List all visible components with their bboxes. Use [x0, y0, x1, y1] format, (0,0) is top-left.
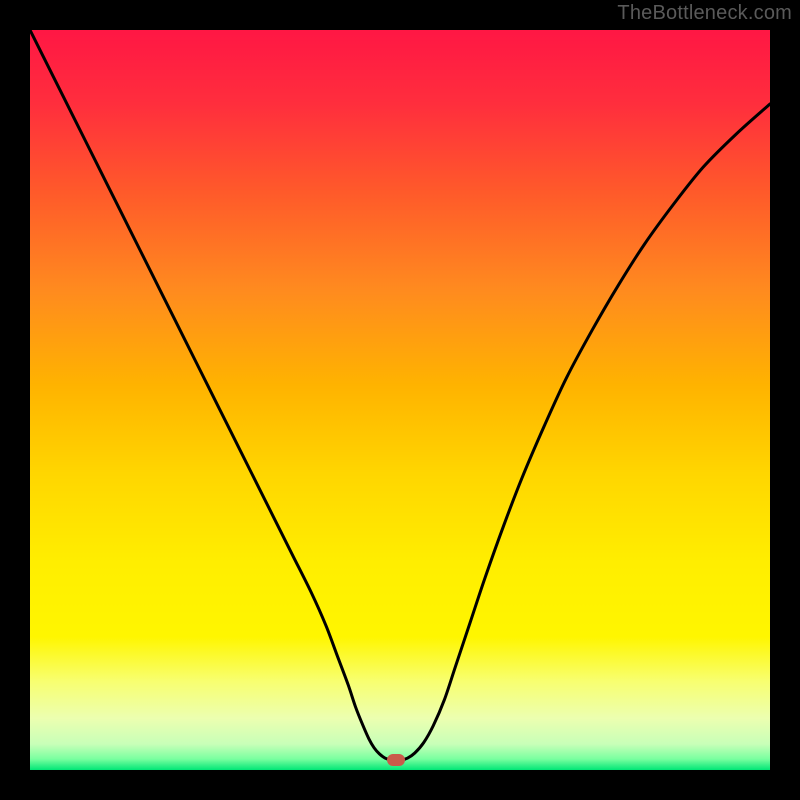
optimum-marker	[387, 754, 405, 766]
watermark-text: TheBottleneck.com	[617, 2, 792, 25]
curve-line	[30, 30, 770, 770]
plot-area	[30, 30, 770, 770]
